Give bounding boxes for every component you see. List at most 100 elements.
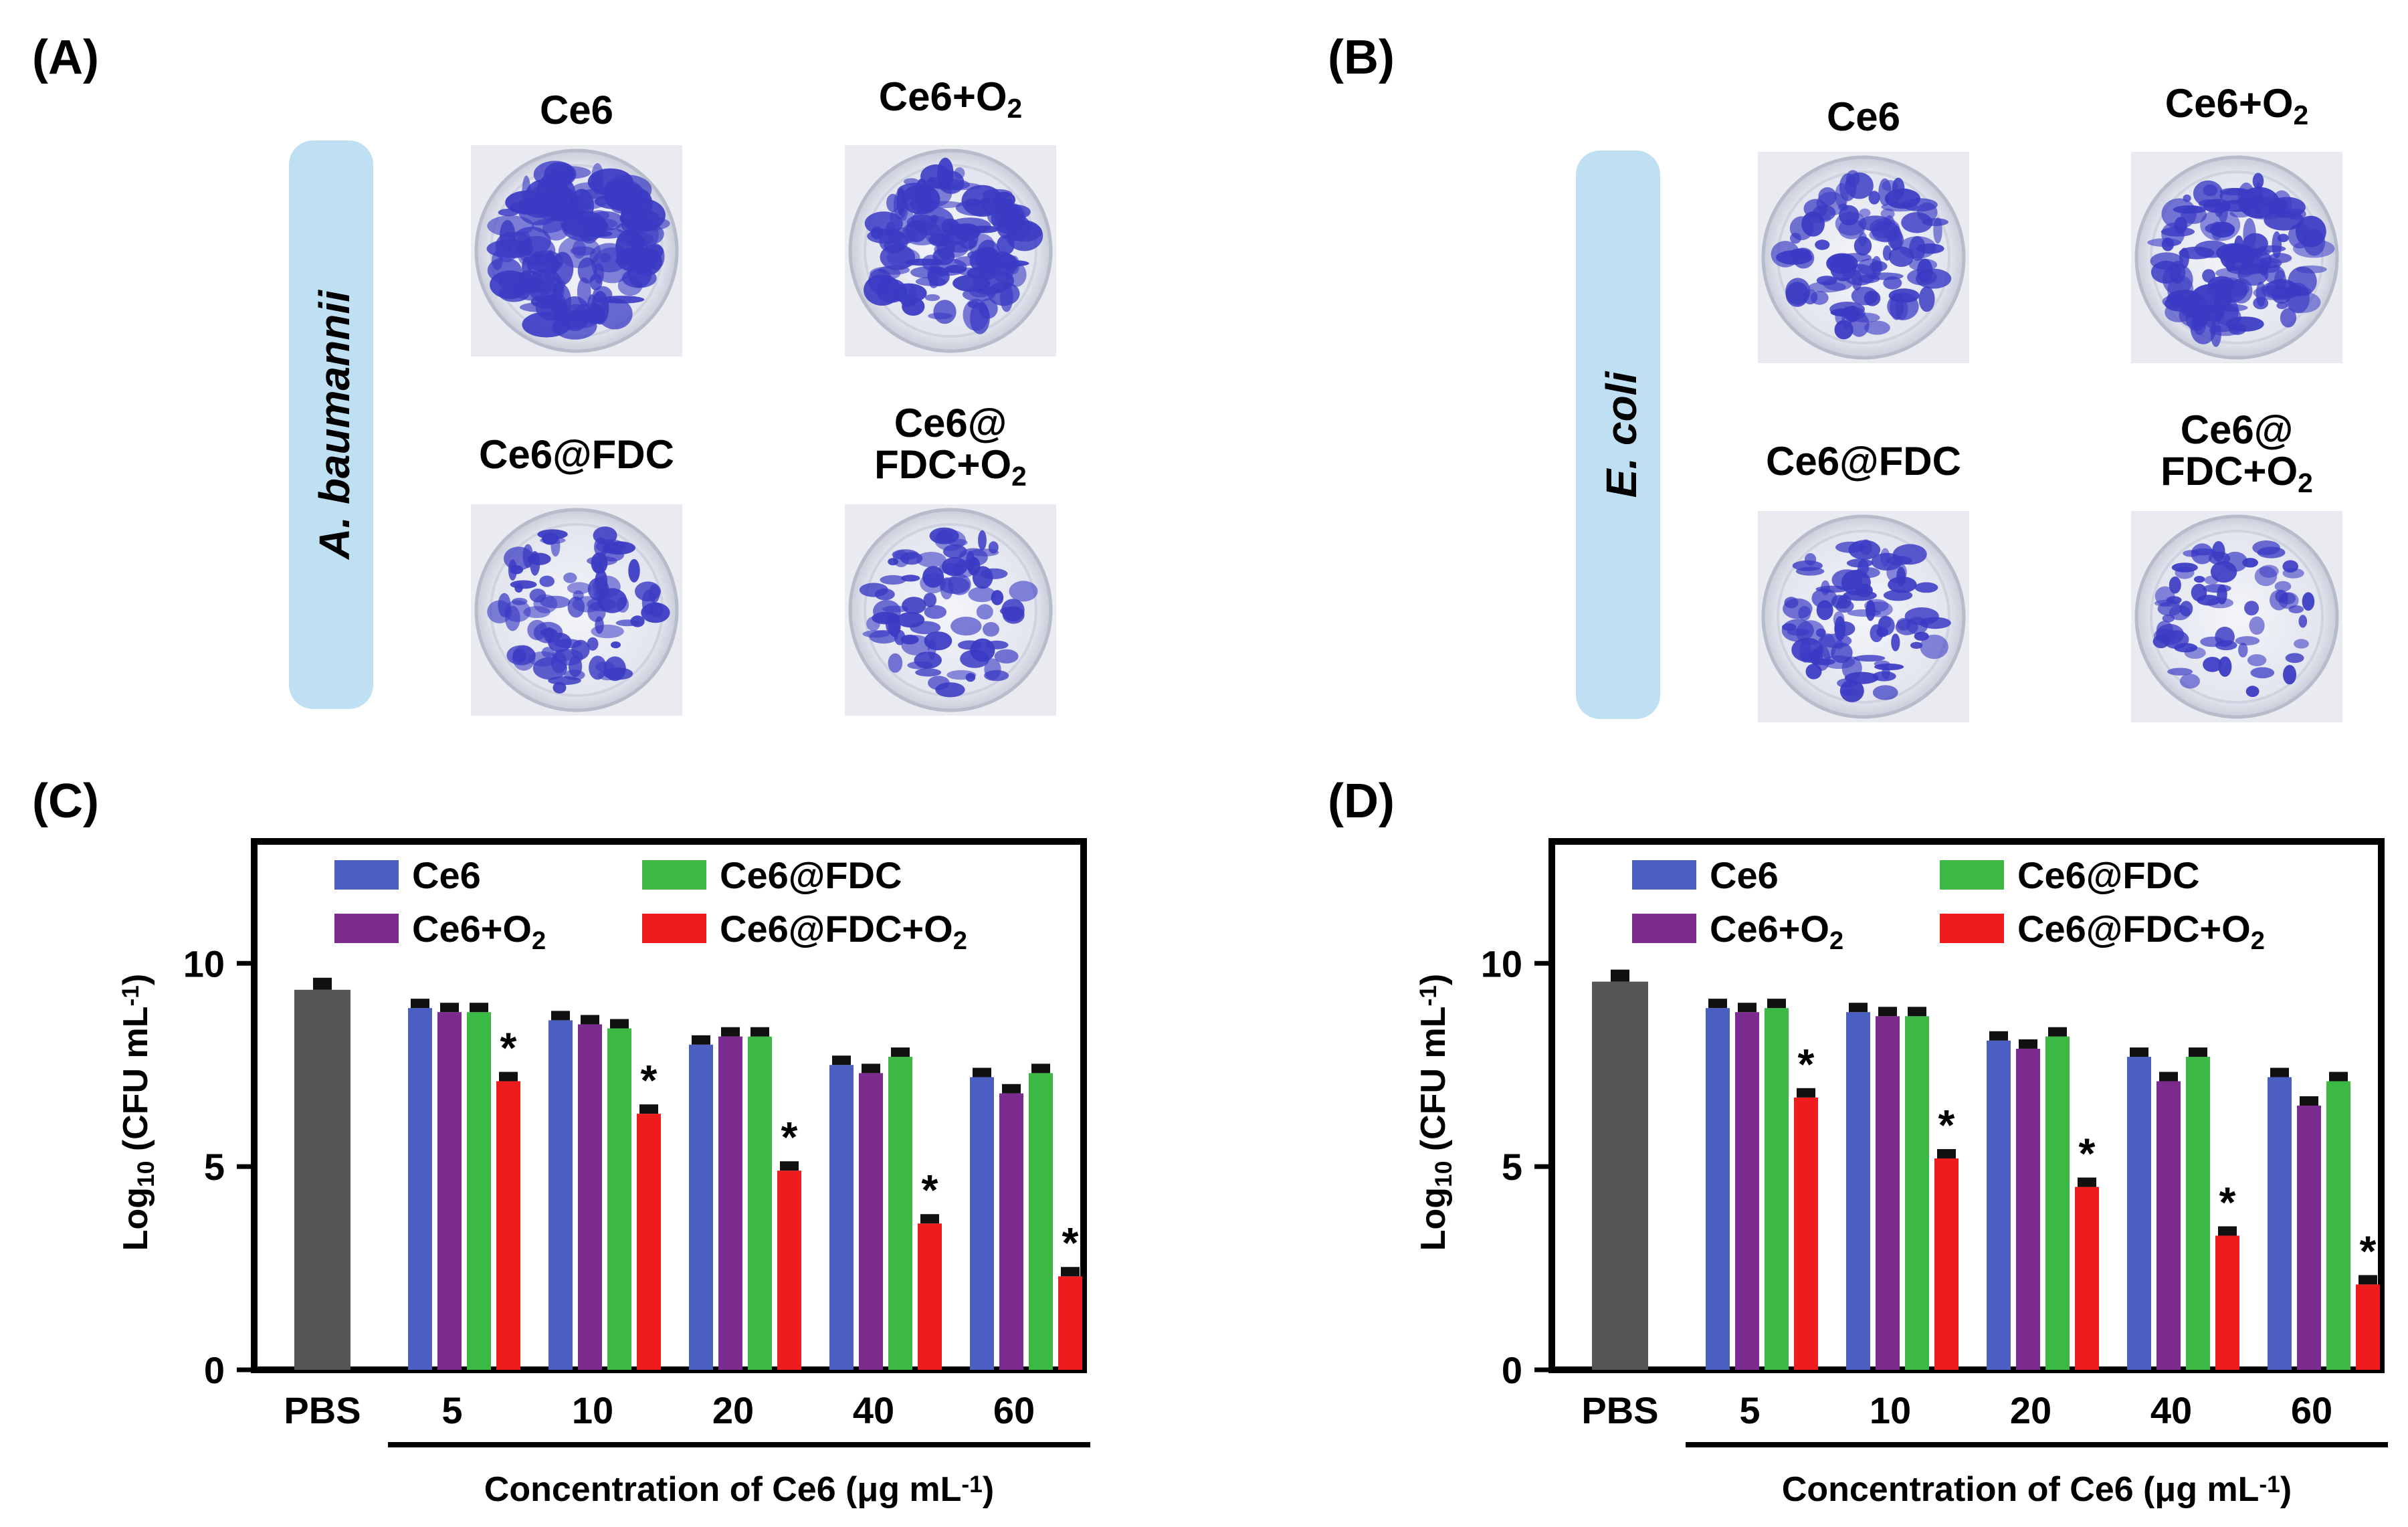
- error-bar: [499, 1072, 518, 1082]
- error-bar: [639, 1104, 658, 1114]
- x-tick-label-control: PBS: [1581, 1389, 1658, 1431]
- legend-swatch-1: [334, 860, 399, 890]
- bar-2-60: [999, 1093, 1023, 1370]
- legend-label-4: Ce6@FDC+O2: [720, 908, 967, 955]
- error-bar: [1002, 1084, 1021, 1094]
- error-bar: [862, 1063, 880, 1074]
- bar-pbs: [1592, 981, 1648, 1370]
- x-tick-label-control: PBS: [284, 1389, 361, 1431]
- legend-label-1: Ce6: [412, 854, 481, 896]
- error-bar: [1989, 1031, 2008, 1041]
- legend-label-3: Ce6@FDC: [720, 854, 902, 896]
- error-bar: [1908, 1007, 1926, 1017]
- error-bar: [2300, 1096, 2318, 1106]
- x-axis-label: Concentration of Ce6 (μg mL-1): [484, 1470, 994, 1509]
- significance-star: *: [781, 1113, 798, 1161]
- bar-3-60: [1029, 1073, 1053, 1370]
- plate-title: Ce6@FDC: [1766, 439, 1961, 484]
- error-bar: [1061, 1267, 1080, 1277]
- significance-star: *: [1938, 1101, 1955, 1149]
- legend-label-1: Ce6: [1710, 854, 1779, 896]
- bar-3-40: [888, 1057, 912, 1370]
- bar-4-20: [2075, 1187, 2099, 1370]
- error-bar: [692, 1035, 710, 1045]
- bar-4-10: [1934, 1158, 1959, 1370]
- significance-star: *: [2360, 1227, 2377, 1275]
- panel-b-organism-box: [1576, 150, 1660, 719]
- error-bar: [2218, 1226, 2237, 1236]
- panel-a-organism-box: [289, 140, 373, 709]
- significance-star: *: [641, 1056, 658, 1104]
- plate-2: [845, 145, 1056, 357]
- bar-3-5: [467, 1012, 491, 1370]
- significance-star: *: [1798, 1040, 1815, 1088]
- significance-star: *: [2219, 1178, 2236, 1226]
- bar-4-5: [1794, 1097, 1818, 1370]
- bar-4-60: [1058, 1276, 1082, 1370]
- panel-b-organism-label: E. coli: [1597, 371, 1645, 498]
- bar-2-40: [2156, 1081, 2181, 1370]
- bar-1-60: [970, 1077, 994, 1370]
- panel-a-label: (A): [32, 31, 99, 84]
- plot-frame: [251, 838, 1087, 1373]
- x-tick-label: 20: [712, 1389, 754, 1431]
- error-bar: [1708, 999, 1727, 1009]
- error-bar: [2189, 1047, 2207, 1057]
- x-tick-label: 5: [441, 1389, 462, 1431]
- plate-4: [2131, 511, 2342, 722]
- legend-label-2: Ce6+O2: [412, 908, 546, 955]
- panel-c-label: (C): [32, 775, 99, 828]
- bar-1-5: [1706, 1008, 1730, 1370]
- error-bar: [1031, 1063, 1050, 1074]
- error-bar: [2048, 1027, 2067, 1037]
- panel-d-label: (D): [1328, 775, 1395, 828]
- error-bar: [1878, 1007, 1897, 1017]
- error-bar: [2359, 1275, 2377, 1285]
- plate-1: [471, 145, 682, 357]
- bar-2-20: [2016, 1048, 2040, 1370]
- significance-star: *: [500, 1024, 517, 1072]
- bar-3-60: [2326, 1081, 2350, 1370]
- error-bar: [1937, 1149, 1956, 1158]
- error-bar-pbs: [1611, 969, 1629, 982]
- error-bar: [973, 1067, 991, 1078]
- error-bar: [2078, 1177, 2096, 1187]
- x-tick-label: 10: [572, 1389, 613, 1431]
- error-bar: [1797, 1088, 1815, 1098]
- legend-swatch-3: [1940, 860, 2004, 890]
- error-bar: [780, 1161, 799, 1171]
- y-tick-label: 0: [204, 1349, 225, 1391]
- bar-4-5: [496, 1081, 520, 1370]
- panel-b-plate-photos: (B) E. coli Ce6 Ce6+O2 Ce6@FDC Ce6@FDC+O2: [1328, 31, 2342, 722]
- panel-a-organism-label: A. baumannii: [310, 290, 359, 561]
- legend-label-4: Ce6@FDC+O2: [2017, 908, 2265, 955]
- bar-4-10: [637, 1114, 661, 1370]
- bar-4-40: [918, 1223, 942, 1370]
- plate-title-line2: FDC+O2: [2161, 449, 2313, 498]
- x-tick-label: 40: [853, 1389, 894, 1431]
- significance-star: *: [922, 1166, 938, 1214]
- y-tick-label: 10: [1481, 942, 1522, 985]
- plate-3: [471, 504, 682, 716]
- bar-3-20: [2045, 1036, 2070, 1370]
- plate-title: Ce6@: [2181, 407, 2294, 452]
- x-axis-label: Concentration of Ce6 (μg mL-1): [1782, 1470, 2292, 1509]
- error-bar: [440, 1003, 459, 1013]
- y-axis-label: Log10 (CFU mL-1): [1414, 974, 1457, 1251]
- bar-3-20: [748, 1036, 772, 1370]
- error-bar: [750, 1027, 769, 1037]
- x-tick-label: 20: [2010, 1389, 2051, 1431]
- legend-label-2: Ce6+O2: [1710, 908, 1843, 955]
- plate-3: [1758, 511, 1969, 722]
- bar-2-10: [1876, 1016, 1900, 1370]
- legend-swatch-4: [1940, 914, 2004, 943]
- y-tick-label: 5: [204, 1146, 225, 1188]
- error-bar: [411, 999, 429, 1009]
- x-tick-label: 60: [2291, 1389, 2332, 1431]
- bar-2-5: [437, 1012, 462, 1370]
- plate-title: Ce6: [540, 88, 613, 132]
- plate-4: [845, 504, 1056, 716]
- legend-swatch-2: [1632, 914, 1696, 943]
- legend-swatch-4: [642, 914, 706, 943]
